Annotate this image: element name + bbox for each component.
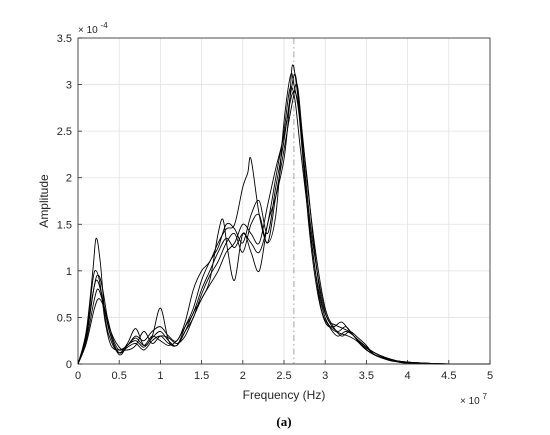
y-tick-labels: 0 0.5 1 1.5 2 2.5 3 3.5 [57, 33, 72, 371]
series-line-1 [77, 64, 491, 365]
y-tick-label: 1 [66, 266, 72, 278]
x-tick-label: 1 [157, 370, 163, 382]
x-tick-label: 2 [240, 370, 246, 382]
series-layer [77, 64, 491, 365]
plot-area [77, 37, 491, 365]
grid [77, 37, 491, 365]
y-tick-label: 3 [66, 80, 72, 92]
figure-caption: (a) [276, 414, 291, 429]
x-multiplier-base: × 10 [460, 396, 480, 407]
x-tick-label: 3.5 [359, 370, 374, 382]
x-tick-label: 4 [405, 370, 411, 382]
x-axis-label: Frequency (Hz) [243, 388, 326, 402]
x-tick-labels: 0 0.5 1 1.5 2 2.5 3 3.5 4 4.5 5 [75, 370, 493, 382]
y-axis-label: Amplitude [37, 174, 51, 228]
y-tick-label: 0 [66, 359, 72, 371]
y-multiplier-exponent: -4 [101, 21, 109, 30]
x-tick-label: 0 [75, 370, 81, 382]
series-line-6 [77, 91, 491, 365]
y-multiplier-base: × 10 [78, 25, 98, 36]
x-multiplier-exponent: 7 [483, 392, 488, 401]
y-tick-label: 1.5 [57, 219, 72, 231]
x-tick-label: 4.5 [441, 370, 456, 382]
y-tick-label: 2.5 [57, 126, 72, 138]
plot-frame [77, 37, 491, 365]
x-multiplier: × 10 7 [460, 392, 488, 407]
series-line-4 [77, 83, 491, 365]
x-tick-label: 1.5 [194, 370, 209, 382]
y-multiplier: × 10 -4 [78, 21, 108, 36]
y-tick-label: 0.5 [57, 312, 72, 324]
y-tick-label: 2 [66, 173, 72, 185]
x-tick-label: 2.5 [276, 370, 291, 382]
y-tick-label: 3.5 [57, 33, 72, 45]
x-tick-label: 5 [487, 370, 493, 382]
x-tick-label: 3 [322, 370, 328, 382]
series-line-5 [77, 86, 491, 365]
x-tick-label: 0.5 [112, 370, 127, 382]
